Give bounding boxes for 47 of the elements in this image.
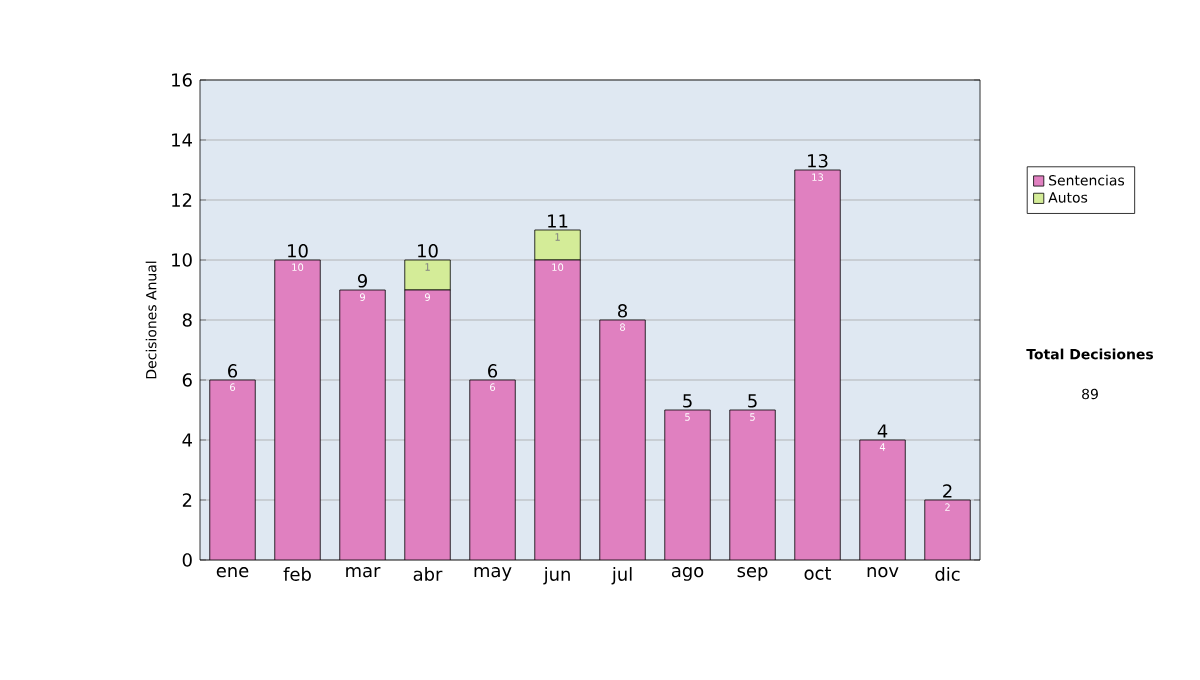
bar [729, 410, 776, 560]
bar [664, 410, 711, 560]
total-label: 4 [877, 424, 888, 438]
y-tick-label: 10 [172, 253, 192, 267]
x-tick-label: ene [216, 567, 249, 578]
x-tick-label: abr [413, 567, 443, 581]
bar [534, 260, 581, 560]
x-tick-label: mar [346, 567, 381, 578]
bar [209, 380, 256, 560]
total-label: 9 [357, 274, 367, 288]
y-tick-label: 0 [182, 553, 192, 567]
x-tick-label: ago [671, 567, 704, 581]
total-label: 10 [288, 244, 308, 258]
x-tick-label: jul [611, 567, 632, 585]
bar [794, 169, 841, 560]
total-label: 5 [683, 394, 692, 408]
bar [404, 259, 451, 291]
bar [534, 229, 581, 261]
x-tick-label: feb [283, 567, 311, 581]
bar [924, 499, 971, 560]
x-tick-label: dic [935, 567, 960, 581]
bar [469, 380, 516, 560]
x-tick-label: may [474, 567, 512, 581]
x-tick-label: nov [867, 567, 899, 578]
bar [404, 290, 451, 560]
x-tick-label: sep [737, 567, 768, 581]
total-label: 2 [943, 484, 952, 498]
x-tick-label: jun [543, 567, 570, 585]
y-tick-label: 6 [182, 373, 192, 387]
y-tick-label: 12 [172, 193, 192, 207]
total-label: 10 [418, 244, 438, 258]
y-tick-label: 4 [182, 433, 192, 447]
total-label: 5 [748, 394, 757, 408]
y-tick-label: 14 [172, 133, 192, 147]
bar [339, 290, 386, 560]
total-label: 13 [808, 154, 828, 168]
bar [859, 440, 906, 560]
x-tick-label: oct [804, 567, 832, 580]
total-label: 11 [548, 214, 568, 228]
bar [274, 260, 321, 560]
total-label: 8 [618, 304, 627, 318]
total-label: 6 [228, 364, 238, 378]
y-tick-label: 2 [182, 493, 192, 507]
total-label: 6 [488, 364, 498, 378]
bar [599, 320, 646, 560]
y-tick-label: 8 [182, 313, 192, 327]
y-tick-label: 16 [172, 73, 192, 87]
